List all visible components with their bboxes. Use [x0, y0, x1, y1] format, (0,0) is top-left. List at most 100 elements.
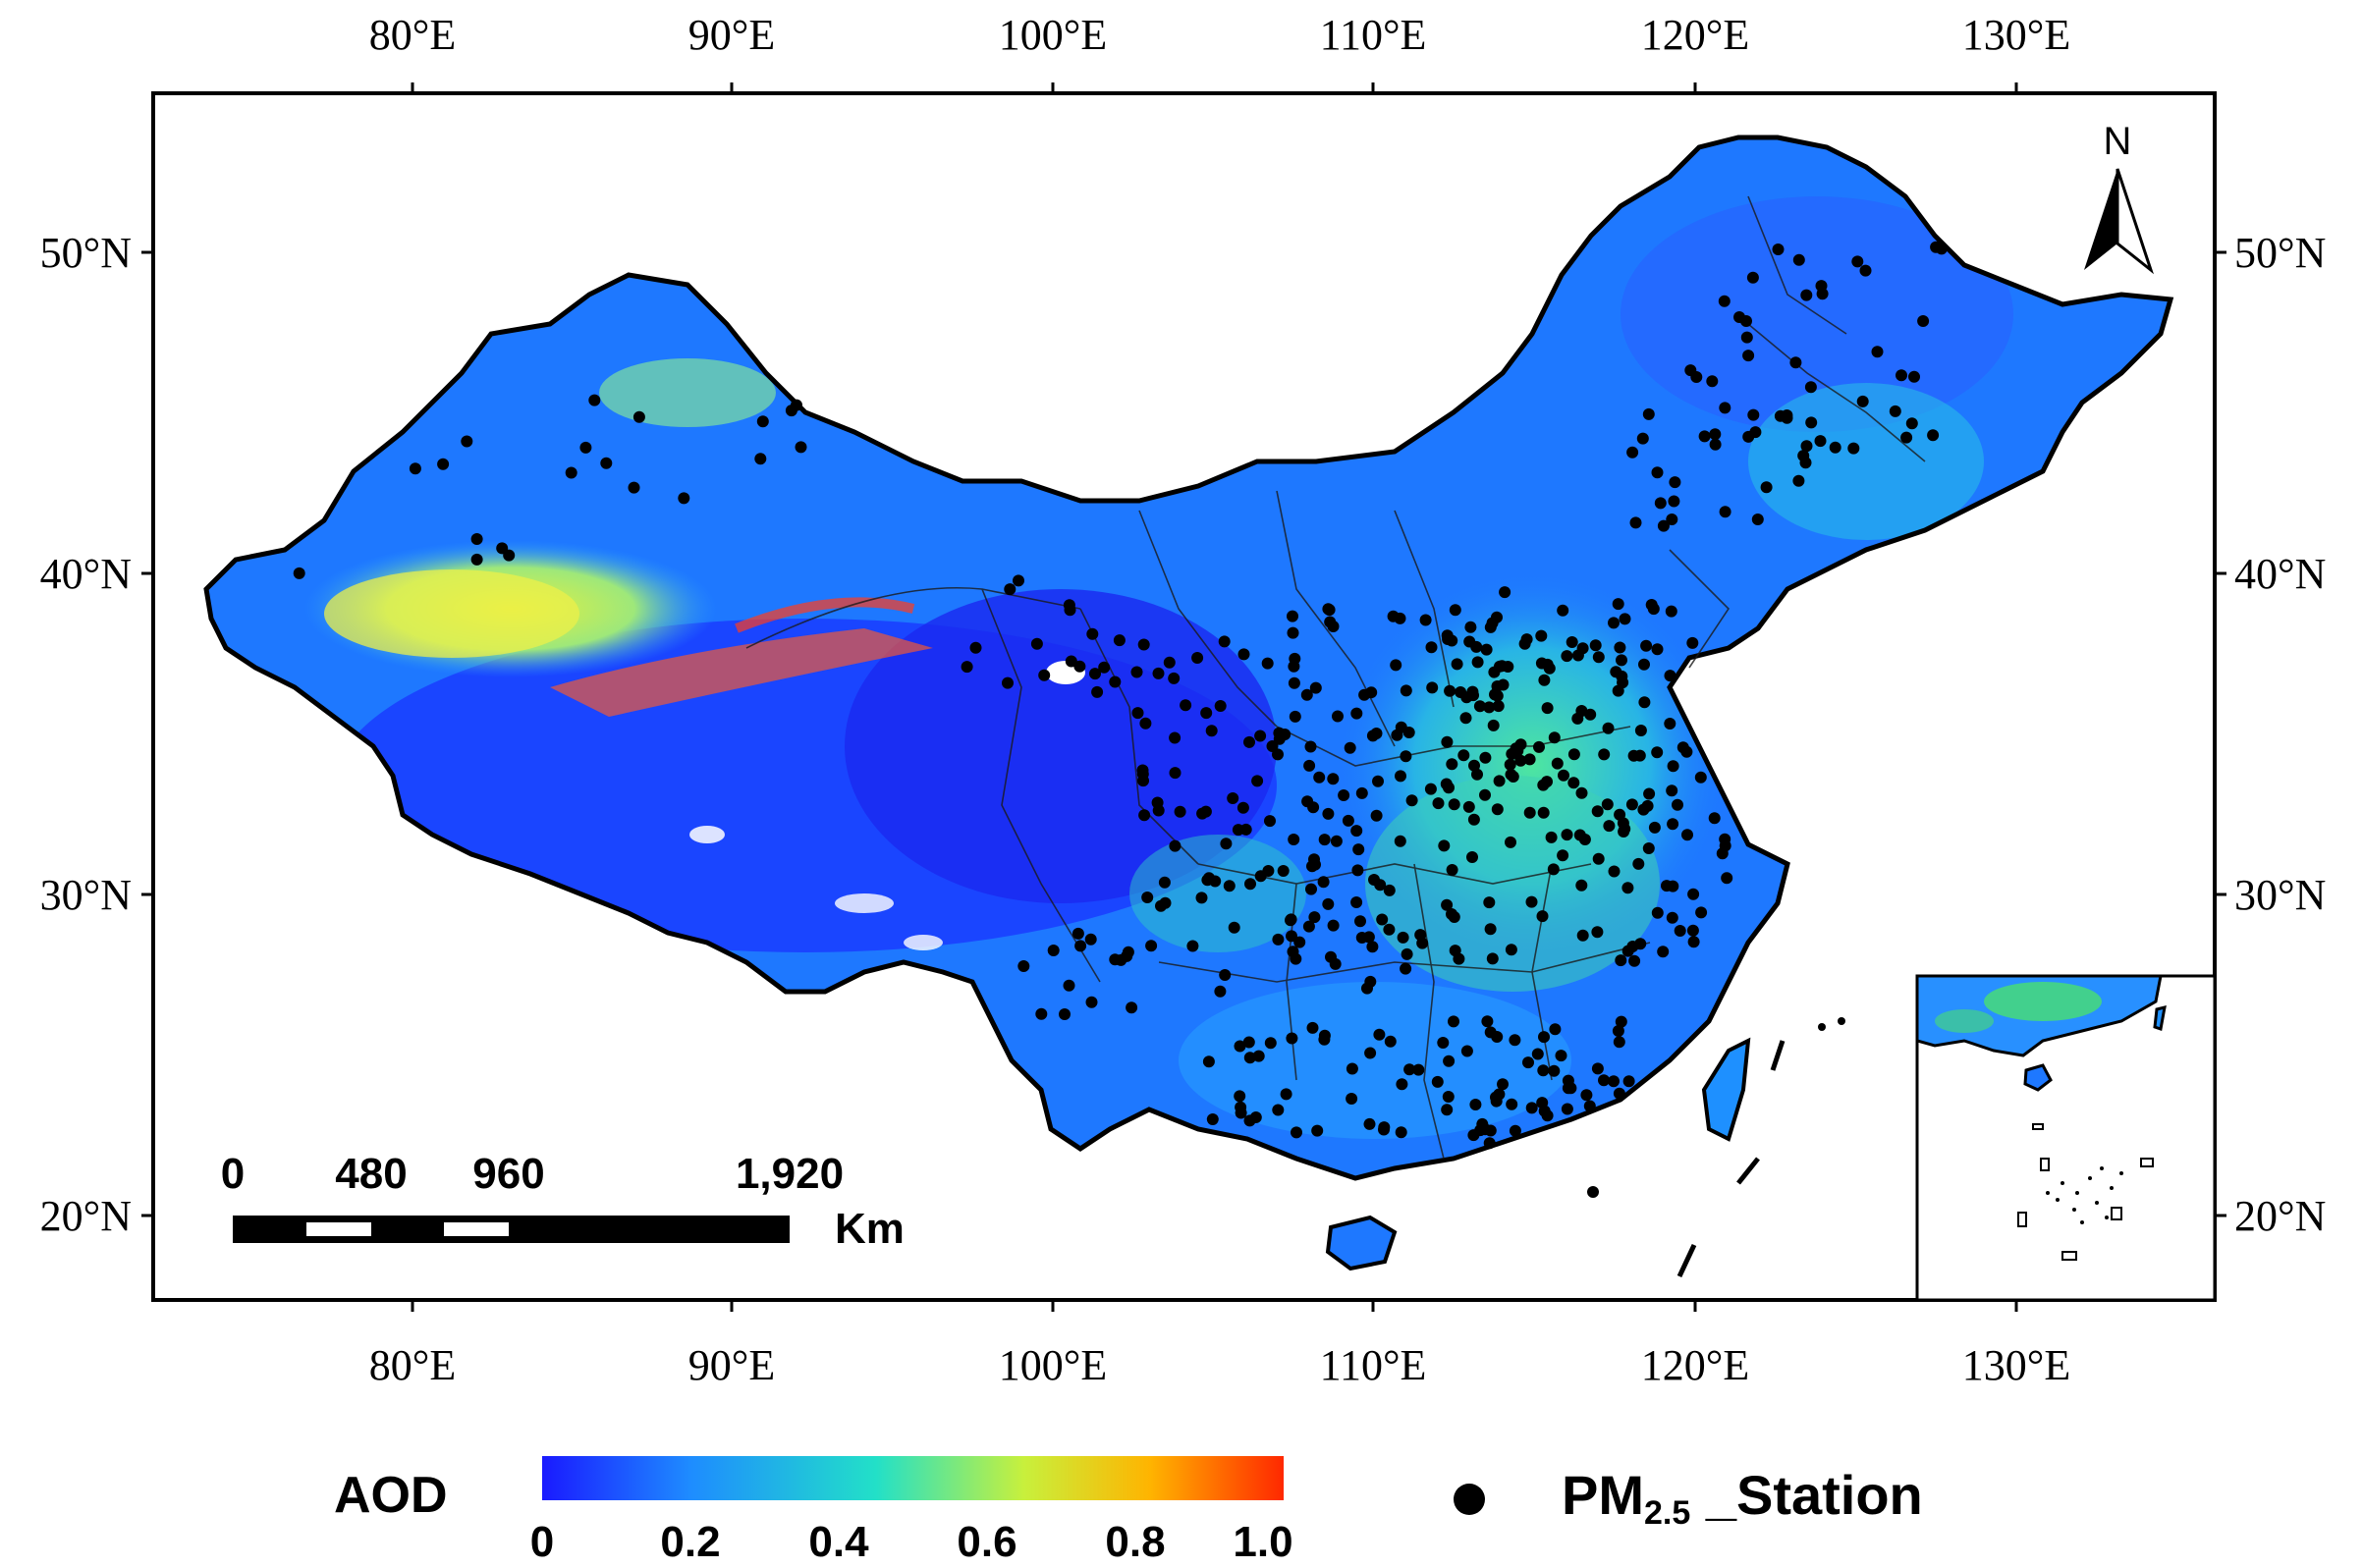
pm25-station-point — [1395, 721, 1407, 733]
pm25-station-point — [1747, 408, 1760, 421]
pm25-station-point — [1234, 1040, 1246, 1053]
pm25-station-point — [1252, 1050, 1265, 1062]
pm25-station-point — [1243, 1052, 1256, 1064]
pm25-station-point — [1442, 1091, 1455, 1103]
pm25-station-point — [1657, 946, 1670, 958]
island-dot — [1587, 1186, 1599, 1198]
pm25-station-point — [1322, 807, 1335, 820]
pm25-station-point — [1214, 985, 1227, 998]
lon-label-top: 90°E — [688, 11, 775, 59]
pm25-station-point — [1072, 927, 1084, 940]
pm25-station-point — [1289, 652, 1301, 665]
pm25-station-point — [1358, 688, 1371, 701]
pm25-station-point — [1346, 1093, 1358, 1105]
pm25-station-point — [1618, 826, 1630, 838]
pm25-station-point — [1394, 835, 1406, 847]
lon-label-bottom: 80°E — [369, 1341, 456, 1389]
pm25-station-point — [1719, 402, 1731, 414]
pm25-station-point — [1444, 684, 1456, 697]
pm25-station-point — [1364, 975, 1377, 988]
pm25-station-point — [1017, 960, 1030, 972]
lon-label-top: 110°E — [1320, 11, 1427, 59]
lat-label-right: 20°N — [2234, 1192, 2326, 1240]
pm25-station-point — [1163, 656, 1176, 669]
pm25-station-point — [1851, 255, 1864, 268]
pm25-station-point — [1668, 495, 1680, 508]
pm25-station-point — [1200, 707, 1213, 720]
china-border — [203, 135, 2174, 1181]
pm25-station-point — [1085, 996, 1098, 1008]
pm25-station-point — [565, 466, 577, 479]
pm25-station-point — [1669, 476, 1681, 489]
pm25-station-point — [1545, 831, 1558, 843]
pm25-station-point — [1306, 1021, 1319, 1034]
pm25-station-point — [1567, 748, 1580, 761]
pm25-station-point — [1483, 701, 1496, 714]
station-legend-label: PM2.5 _Station — [1562, 1464, 1923, 1532]
lon-label-top: 100°E — [999, 11, 1107, 59]
pm25-station-point — [1264, 815, 1276, 828]
pm25-station-point — [1686, 636, 1699, 649]
scale-tick-960: 960 — [472, 1150, 544, 1198]
pm25-station-point — [1086, 627, 1099, 640]
pm25-station-point — [1566, 636, 1578, 648]
pm25-station-point — [1591, 805, 1604, 818]
pm25-station-point — [1302, 920, 1315, 933]
pm25-station-point — [1287, 626, 1299, 639]
pm25-station-point — [1719, 833, 1731, 845]
pm25-station-point — [1219, 969, 1232, 981]
pm25-station-point — [1504, 758, 1516, 771]
pm25-station-point — [1030, 637, 1043, 650]
pm25-station-point — [1273, 727, 1286, 739]
lon-label-bottom: 120°E — [1641, 1341, 1749, 1389]
pm25-station-point — [1592, 852, 1605, 865]
pm25-station-point — [1576, 929, 1589, 942]
pm25-station-point — [1523, 806, 1536, 819]
pm25-station-point — [961, 661, 973, 674]
pm25-station-point — [791, 399, 802, 411]
pm25-station-point — [1591, 926, 1604, 939]
province-boundaries — [745, 195, 1926, 1160]
pm25-station-point — [1332, 710, 1344, 723]
pm25-station-point — [1871, 346, 1884, 358]
pm25-station-point — [1522, 1056, 1534, 1069]
pm25-station-point — [1719, 506, 1731, 518]
scale-unit: Km — [835, 1205, 905, 1253]
pm25-station-point — [1905, 417, 1918, 430]
pm25-station-point — [1354, 915, 1366, 928]
pm25-station-point — [1792, 474, 1805, 487]
pm25-station-point — [1641, 799, 1654, 812]
pm25-station-point — [1366, 941, 1379, 953]
pm25-station-point — [1687, 888, 1700, 900]
pm25-station-point — [1300, 688, 1313, 701]
pm25-station-point — [1451, 658, 1463, 671]
pm25-station-point — [1330, 835, 1343, 847]
pm25-station-point — [1264, 1037, 1277, 1050]
pm25-station-point — [1505, 836, 1516, 848]
pm25-station-point — [1249, 1111, 1262, 1123]
station-legend-marker — [1454, 1484, 1485, 1515]
pm25-station-point — [1509, 1124, 1521, 1137]
pm25-station-point — [470, 533, 483, 545]
pm25-station-point — [1169, 839, 1182, 852]
aod-tick: 1.0 — [1233, 1518, 1292, 1566]
pm25-station-point — [1305, 883, 1317, 895]
pm25-station-point — [1232, 824, 1244, 837]
pm25-station-point — [1490, 1095, 1503, 1108]
pm25-station-point — [1589, 639, 1602, 652]
pm25-station-point — [1364, 1047, 1377, 1059]
pm25-station-point — [1571, 712, 1584, 725]
pm25-station-point — [1666, 911, 1678, 924]
pm25-station-point — [1856, 395, 1869, 407]
aod-legend-title: AOD — [334, 1467, 448, 1524]
pm25-station-point — [1457, 749, 1470, 762]
pm25-station-point — [1186, 940, 1199, 952]
pm25-station-point — [1709, 428, 1722, 441]
pm25-station-point — [1614, 641, 1626, 654]
pm25-station-point — [1288, 834, 1300, 845]
pm25-station-point — [1002, 676, 1014, 689]
pm25-station-point — [1169, 731, 1182, 744]
pm25-station-point — [1158, 876, 1171, 889]
pm25-station-point — [1555, 1050, 1567, 1062]
pm25-station-point — [1575, 786, 1588, 799]
